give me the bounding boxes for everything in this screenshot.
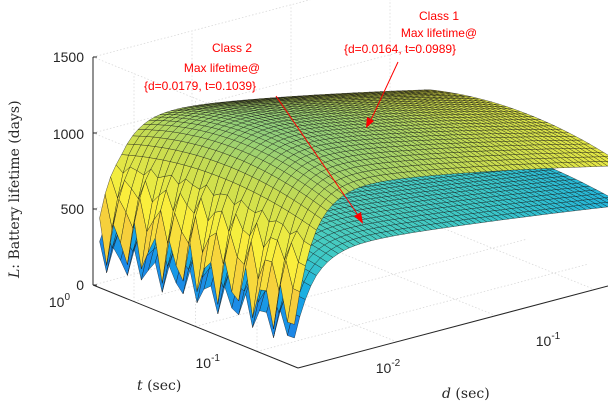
annotation-class-2-arrowhead	[354, 212, 363, 224]
class-1-cell-59-1	[604, 156, 608, 159]
t-axis-line	[92, 284, 299, 369]
z-axis-label: L: Battery lifetime (days)	[7, 100, 23, 279]
t-tick-label-10e0: 100	[49, 292, 71, 310]
t-tick-label-10e-1: 10-1	[196, 353, 221, 371]
d-tick-label-10e-2: 10-2	[376, 358, 401, 376]
z-tick-label-1500: 1500	[53, 49, 84, 65]
class-2-cell-59-1	[604, 197, 608, 200]
t-axis-label: t (sec)	[137, 378, 181, 394]
surface-class-1	[99, 89, 608, 329]
annotation-class-2-arrow	[275, 95, 361, 219]
axis-lines	[92, 57, 608, 369]
class-2-cell-59-2	[597, 193, 608, 198]
annotation-class-1: Class 1 Max lifetime@ {d=0.0164, t=0.098…	[344, 9, 477, 128]
grid-line-z-back-2	[92, 45, 424, 134]
d-tick-label-10e-1: 10-1	[536, 331, 561, 349]
annotation-class-2-line-3: {d=0.0179, t=0.1039}	[144, 79, 256, 93]
tick-marks	[93, 56, 97, 286]
z-tick-label-500: 500	[61, 201, 85, 217]
grid-line-z-back-3	[92, 0, 311, 58]
annotation-class-1-line-1: Class 1	[419, 9, 459, 23]
annotation-class-2: Class 2 Max lifetime@ {d=0.0179, t=0.103…	[144, 41, 363, 224]
class-1-cell-59-2	[597, 152, 608, 157]
annotation-class-2-line-2: Max lifetime@	[184, 61, 260, 75]
annotation-class-1-line-3: {d=0.0164, t=0.0989}	[344, 42, 456, 56]
grid-line-floor-t-0	[256, 264, 588, 352]
annotation-class-2-line-1: Class 2	[212, 41, 252, 55]
d-axis-label: d (sec)	[442, 386, 490, 402]
z-tick-label-0: 0	[76, 277, 84, 293]
annotation-class-1-line-2: Max lifetime@	[401, 26, 477, 40]
d-axis-line	[297, 285, 608, 369]
annotation-class-1-arrow	[369, 61, 399, 123]
z-tick-label-1000: 1000	[53, 126, 84, 142]
annotation-class-1-arrowhead	[366, 117, 374, 128]
